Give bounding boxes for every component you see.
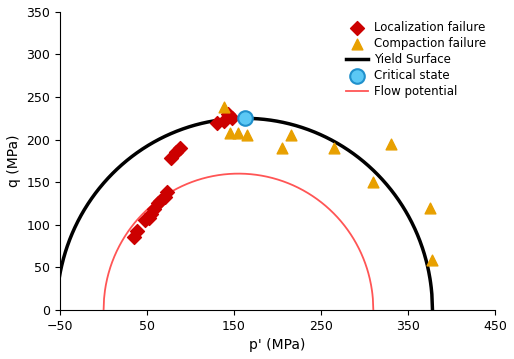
Localization failure [172,149,180,155]
Yield Surface [150,140,156,145]
Compaction failure [330,145,338,151]
Critical state [241,116,249,121]
Localization failure [141,218,150,223]
Compaction failure [428,257,436,263]
Legend: Localization failure, Compaction failure, Yield Surface, Critical state, Flow po: Localization failure, Compaction failure… [343,18,489,102]
Localization failure [160,195,169,200]
Line: Yield Surface: Yield Surface [57,118,432,310]
Yield Surface [276,119,282,123]
Flow potential [235,172,241,176]
Line: Flow potential: Flow potential [104,174,373,310]
Localization failure [156,198,164,204]
Localization failure [133,228,141,233]
Localization failure [168,155,176,161]
Compaction failure [219,104,228,110]
Y-axis label: q (MPa): q (MPa) [7,135,21,187]
Localization failure [176,145,185,151]
X-axis label: p' (MPa): p' (MPa) [249,338,306,352]
Localization failure [150,206,158,212]
Localization failure [163,190,171,195]
Flow potential [260,174,266,178]
Yield Surface [53,308,60,312]
Localization failure [213,120,221,125]
Flow potential [304,190,310,195]
Localization failure [224,111,232,117]
Flow potential [148,204,154,208]
Yield Surface [120,162,126,166]
Yield Surface [241,116,247,121]
Yield Surface [429,308,435,312]
Compaction failure [286,132,295,138]
Flow potential [223,172,229,176]
Compaction failure [278,145,286,151]
Compaction failure [243,132,251,138]
Localization failure [145,215,153,221]
Flow potential [170,188,176,193]
Yield Surface [224,117,230,121]
Compaction failure [387,141,395,147]
Flow potential [281,180,287,184]
Localization failure [219,118,228,124]
Compaction failure [369,179,377,185]
Flow potential [370,308,376,312]
Yield Surface [337,143,343,147]
Localization failure [130,234,138,240]
Compaction failure [426,205,434,210]
Yield Surface [305,127,311,132]
Compaction failure [226,130,234,136]
Compaction failure [234,130,243,136]
Localization failure [154,201,162,206]
Localization failure [148,211,156,217]
Localization failure [228,116,236,121]
Flow potential [101,308,107,312]
